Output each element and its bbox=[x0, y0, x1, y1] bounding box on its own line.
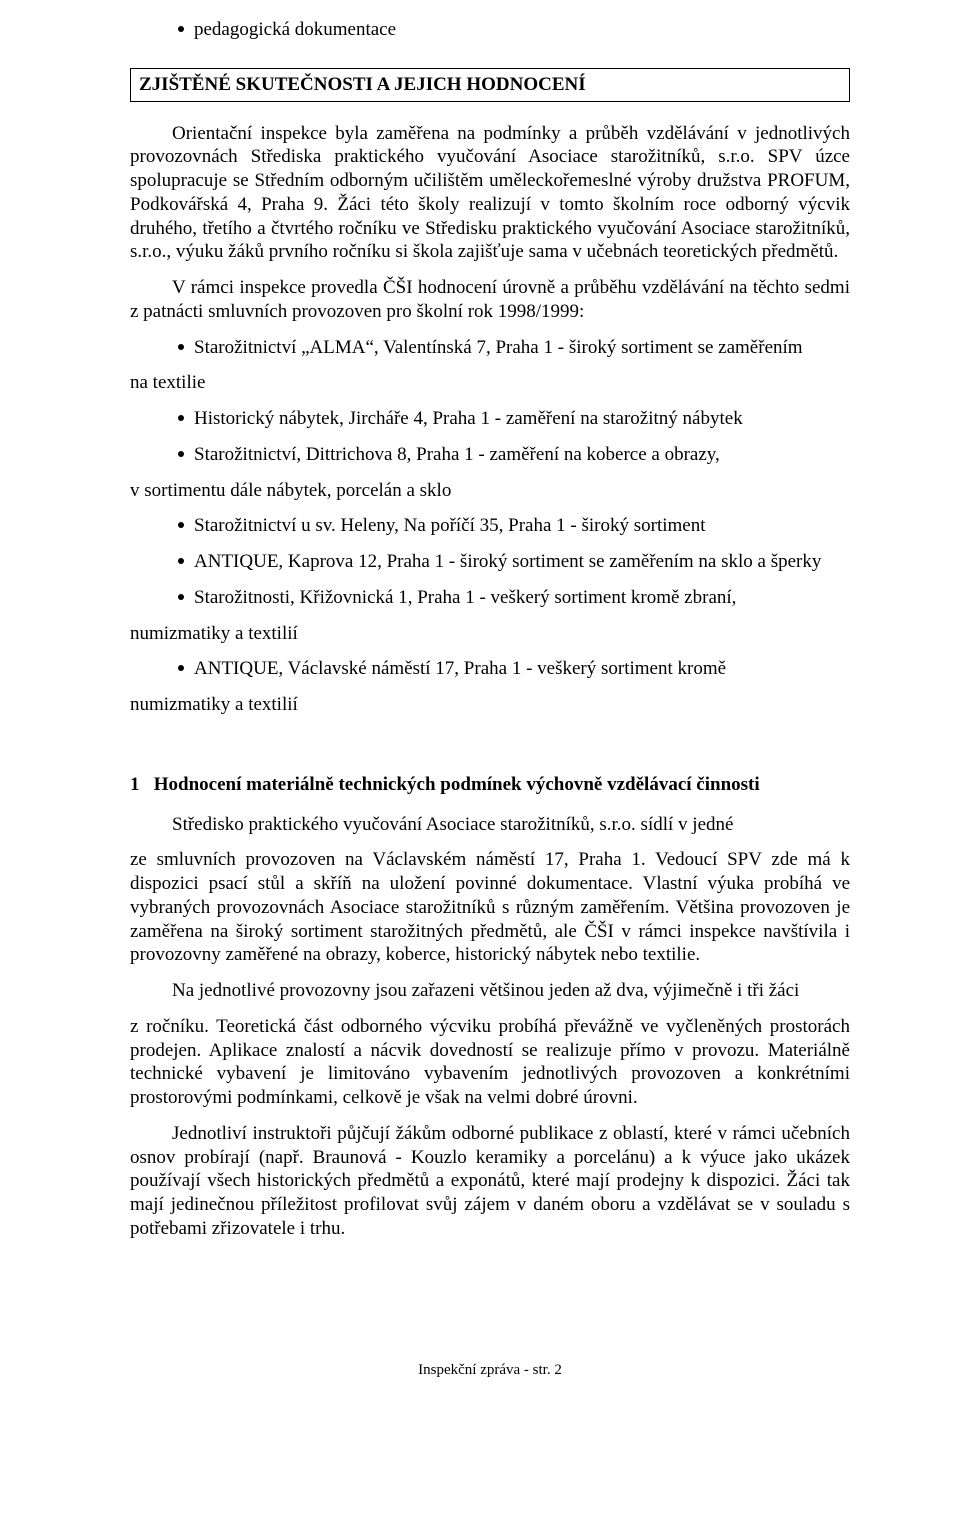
list-item: ANTIQUE, Václavské náměstí 17, Praha 1 -… bbox=[130, 657, 850, 681]
list-item-text: Starožitnosti, Křižovnická 1, Praha 1 - … bbox=[194, 586, 850, 610]
list-item: Starožitnictví u sv. Heleny, Na poříčí 3… bbox=[130, 514, 850, 538]
list-item-continuation: na textilie bbox=[130, 371, 850, 395]
section-title: ZJIŠTĚNÉ SKUTEČNOSTI A JEJICH HODNOCENÍ bbox=[139, 74, 586, 95]
list-item-text: Starožitnictví, Dittrichova 8, Praha 1 -… bbox=[194, 443, 850, 467]
list-item: Starožitnosti, Křižovnická 1, Praha 1 - … bbox=[130, 586, 850, 610]
s-paragraph-2a: Na jednotlivé provozovny jsou zařazeni v… bbox=[130, 979, 850, 1003]
bullet-icon bbox=[178, 594, 184, 600]
bullet-icon bbox=[178, 344, 184, 350]
list-item: Starožitnictví „ALMA“, Valentínská 7, Pr… bbox=[130, 336, 850, 360]
list-item-text: ANTIQUE, Kaprova 12, Praha 1 - široký so… bbox=[194, 550, 850, 574]
list-item-continuation: numizmatiky a textilií bbox=[130, 693, 850, 717]
page-footer: Inspekční zpráva - str. 2 bbox=[130, 1361, 850, 1380]
bullet-icon bbox=[178, 665, 184, 671]
bullet-icon bbox=[178, 558, 184, 564]
subsection-number: 1 bbox=[130, 774, 140, 795]
list-item-text: ANTIQUE, Václavské náměstí 17, Praha 1 -… bbox=[194, 657, 850, 681]
paragraph-1: Orientační inspekce byla zaměřena na pod… bbox=[130, 122, 850, 265]
list-item-text: Historický nábytek, Jircháře 4, Praha 1 … bbox=[194, 407, 850, 431]
list-item: Historický nábytek, Jircháře 4, Praha 1 … bbox=[130, 407, 850, 431]
bullet-icon bbox=[178, 26, 184, 32]
list-item: ANTIQUE, Kaprova 12, Praha 1 - široký so… bbox=[130, 550, 850, 574]
bullet-icon bbox=[178, 522, 184, 528]
s-paragraph-3: Jednotliví instruktoři půjčují žákům odb… bbox=[130, 1122, 850, 1241]
top-bullet-text: pedagogická dokumentace bbox=[194, 18, 850, 42]
list-item-continuation: v sortimentu dále nábytek, porcelán a sk… bbox=[130, 479, 850, 503]
list-item: Starožitnictví, Dittrichova 8, Praha 1 -… bbox=[130, 443, 850, 467]
list-item-text: Starožitnictví „ALMA“, Valentínská 7, Pr… bbox=[194, 336, 850, 360]
bullet-icon bbox=[178, 415, 184, 421]
s-paragraph-1b: ze smluvních provozoven na Václavském ná… bbox=[130, 848, 850, 967]
bullet-icon bbox=[178, 451, 184, 457]
s-paragraph-1a: Středisko praktického vyučování Asociace… bbox=[130, 813, 850, 837]
paragraph-2: V rámci inspekce provedla ČŠI hodnocení … bbox=[130, 276, 850, 324]
section-title-box: ZJIŠTĚNÉ SKUTEČNOSTI A JEJICH HODNOCENÍ bbox=[130, 68, 850, 102]
s-paragraph-2b: z ročníku. Teoretická část odborného výc… bbox=[130, 1015, 850, 1110]
subsection-title: Hodnocení materiálně technických podmíne… bbox=[154, 774, 760, 795]
list-item-continuation: numizmatiky a textilií bbox=[130, 622, 850, 646]
top-bullet-row: pedagogická dokumentace bbox=[130, 18, 850, 42]
provozovny-list: Starožitnictví „ALMA“, Valentínská 7, Pr… bbox=[130, 336, 850, 717]
subsection-heading: 1 Hodnocení materiálně technických podmí… bbox=[130, 773, 850, 797]
list-item-text: Starožitnictví u sv. Heleny, Na poříčí 3… bbox=[194, 514, 850, 538]
